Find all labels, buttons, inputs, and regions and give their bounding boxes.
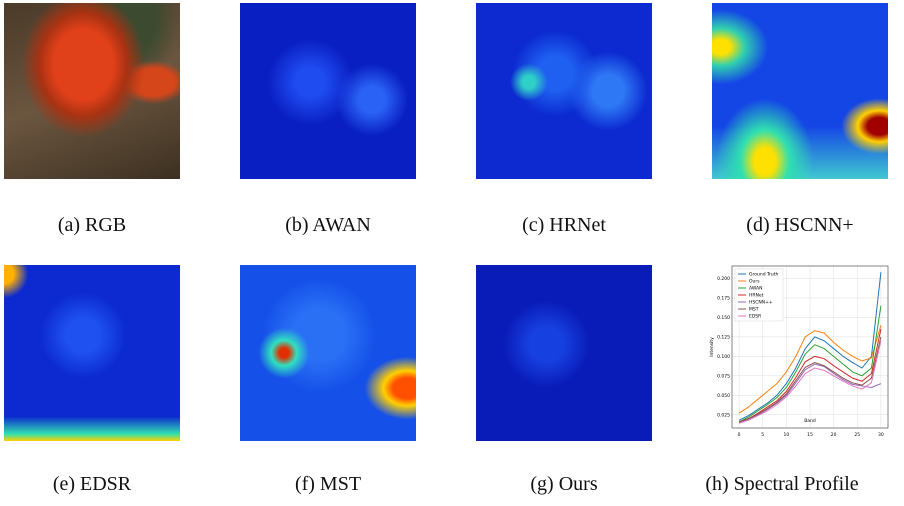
x-tick-label: 10: [783, 432, 789, 438]
legend-label: AWAN: [749, 286, 762, 292]
x-tick-label: 30: [878, 432, 884, 438]
image: [4, 265, 180, 441]
x-tick-label: 0: [738, 432, 741, 438]
x-tick-label: 25: [854, 432, 860, 438]
y-tick-label: 0.025: [717, 412, 730, 418]
caption: (e) EDSR: [0, 473, 210, 496]
image: [240, 265, 416, 441]
legend-label: HSCNN++: [749, 300, 773, 306]
y-tick-label: 0.150: [717, 315, 730, 321]
image: [712, 3, 888, 179]
image: [4, 3, 180, 179]
image: [240, 3, 416, 179]
x-axis-label: Band: [804, 418, 816, 424]
caption: (d) HSCNN+: [682, 214, 904, 237]
x-tick-label: 15: [807, 432, 813, 438]
caption: (b) AWAN: [210, 214, 446, 237]
caption: (g) Ours: [446, 473, 682, 496]
legend-label: Ground Truth: [749, 272, 779, 278]
legend-label: EDSR: [749, 314, 761, 320]
caption: (c) HRNet: [446, 214, 682, 237]
y-tick-label: 0.175: [717, 295, 730, 301]
legend-label: Ours: [749, 279, 760, 285]
y-axis-label: Intensity: [709, 337, 715, 357]
caption: (a) RGB: [0, 214, 210, 237]
y-tick-label: 0.050: [717, 393, 730, 399]
x-tick-label: 20: [831, 432, 837, 438]
y-tick-label: 0.200: [717, 276, 730, 282]
image: [476, 265, 652, 441]
caption: (f) MST: [210, 473, 446, 496]
caption: (h) Spectral Profile: [664, 473, 900, 496]
figure: {"panels":[{"caption":"(a) RGB"},{"capti…: [0, 0, 904, 506]
y-tick-label: 0.100: [717, 354, 730, 360]
image: [476, 3, 652, 179]
y-tick-label: 0.075: [717, 373, 730, 379]
legend-label: HRNet: [749, 293, 764, 299]
chart: 0.025 0.050 0.075 0.100 0.125 0.150 0.175 0.200…: [706, 262, 896, 444]
legend-label: MST: [749, 307, 759, 313]
y-tick-label: 0.125: [717, 334, 730, 340]
x-tick-label: 5: [761, 432, 764, 438]
